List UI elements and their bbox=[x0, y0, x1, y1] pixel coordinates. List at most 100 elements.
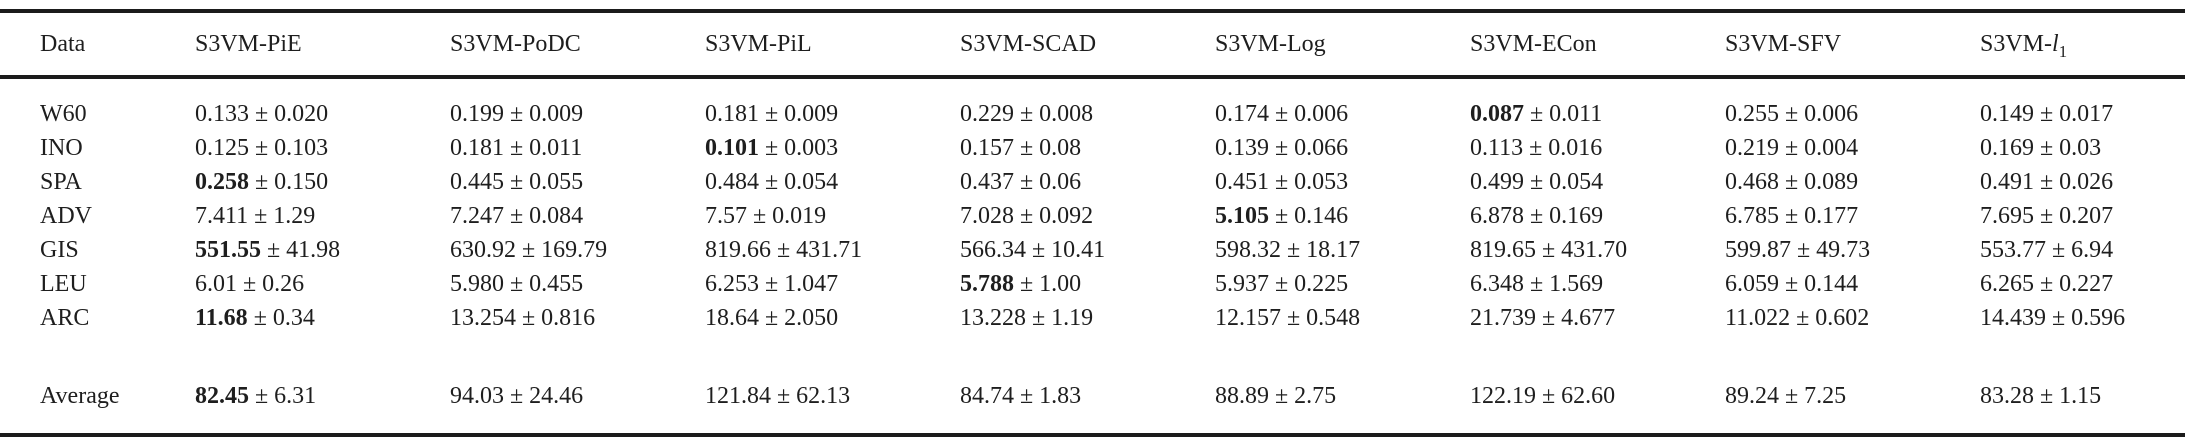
plus-minus-sign: ± bbox=[1524, 202, 1550, 229]
cell-value: 0.437 bbox=[960, 168, 1014, 195]
table-cell: 7.695 ± 0.207 bbox=[1980, 199, 2185, 233]
cell-value: 6.01 bbox=[195, 270, 237, 297]
plus-minus-sign: ± bbox=[1779, 134, 1805, 161]
cell-value: 6.253 bbox=[705, 270, 759, 297]
cell-value: 0.255 bbox=[1725, 100, 1779, 127]
cell-error: 1.29 bbox=[273, 202, 316, 229]
table-cell: 0.445 ± 0.055 bbox=[450, 165, 705, 199]
table-cell: 0.181 ± 0.009 bbox=[705, 77, 960, 131]
table-cell: 598.32 ± 18.17 bbox=[1215, 233, 1470, 267]
plus-minus-sign: ± bbox=[759, 134, 785, 161]
cell-value: 6.878 bbox=[1470, 202, 1524, 229]
cell-error: 0.011 bbox=[1549, 100, 1603, 127]
cell-error: 0.006 bbox=[1804, 100, 1859, 127]
cell-error: 0.008 bbox=[1039, 100, 1094, 127]
cell-error: 24.46 bbox=[529, 382, 584, 409]
cell-value: 0.258 bbox=[195, 168, 249, 195]
cell-error: 0.103 bbox=[274, 134, 329, 161]
cell-value: 94.03 bbox=[450, 382, 504, 409]
table-cell: 819.65 ± 431.70 bbox=[1470, 233, 1725, 267]
cell-value: 0.133 bbox=[195, 100, 249, 127]
column-header: S3VM-l1 bbox=[1980, 11, 2185, 79]
table-cell: 18.64 ± 2.050 bbox=[705, 301, 960, 335]
cell-value: 7.57 bbox=[705, 202, 747, 229]
cell-value: 6.059 bbox=[1725, 270, 1779, 297]
table-cell: 6.348 ± 1.569 bbox=[1470, 267, 1725, 301]
cell-error: 0.084 bbox=[529, 202, 584, 229]
column-header-variable: l bbox=[2052, 30, 2059, 57]
plus-minus-sign: ± bbox=[2034, 202, 2060, 229]
plus-minus-sign: ± bbox=[1536, 304, 1562, 331]
cell-error: 0.016 bbox=[1548, 134, 1603, 161]
table-cell: 0.451 ± 0.053 bbox=[1215, 165, 1470, 199]
cell-error: 1.047 bbox=[784, 270, 839, 297]
table-cell: 0.139 ± 0.066 bbox=[1215, 131, 1470, 165]
table-cell: 0.491 ± 0.026 bbox=[1980, 165, 2185, 199]
cell-value: 6.348 bbox=[1470, 270, 1524, 297]
table-cell: 12.157 ± 0.548 bbox=[1215, 301, 1470, 335]
column-header: S3VM-PiL bbox=[705, 11, 960, 79]
cell-value: 88.89 bbox=[1215, 382, 1269, 409]
plus-minus-sign: ± bbox=[1014, 382, 1040, 409]
table-cell: 11.68 ± 0.34 bbox=[195, 301, 450, 335]
cell-value: 84.74 bbox=[960, 382, 1014, 409]
plus-minus-sign: ± bbox=[249, 168, 275, 195]
cell-error: 0.06 bbox=[1039, 168, 1082, 195]
plus-minus-sign: ± bbox=[247, 304, 273, 331]
cell-value: 0.157 bbox=[960, 134, 1014, 161]
table-cell: 6.059 ± 0.144 bbox=[1725, 267, 1980, 301]
cell-error: 0.596 bbox=[2071, 304, 2126, 331]
plus-minus-sign: ± bbox=[747, 202, 773, 229]
table-row: SPA 0.258 ± 0.150 0.445 ± 0.055 0.484 ± 0.0… bbox=[0, 165, 2185, 199]
cell-error: 0.146 bbox=[1294, 202, 1349, 229]
plus-minus-sign: ± bbox=[759, 270, 785, 297]
header-row: Data S3VM-PiE S3VM-PoDC S3VM-PiL S3VM-SCAD S3… bbox=[0, 11, 2185, 79]
table-cell: 94.03 ± 24.46 bbox=[450, 379, 705, 435]
cell-value: 13.228 bbox=[960, 304, 1026, 331]
spacer-row bbox=[0, 335, 2185, 379]
table-row: LEU 6.01 ± 0.26 5.980 ± 0.455 6.253 ± 1.047… bbox=[0, 267, 2185, 301]
table-cell: 819.66 ± 431.71 bbox=[705, 233, 960, 267]
plus-minus-sign: ± bbox=[2046, 304, 2072, 331]
cell-error: 169.79 bbox=[541, 236, 608, 263]
table-cell: 5.937 ± 0.225 bbox=[1215, 267, 1470, 301]
plus-minus-sign: ± bbox=[1524, 270, 1550, 297]
plus-minus-sign: ± bbox=[1269, 168, 1295, 195]
cell-error: 0.017 bbox=[2059, 100, 2114, 127]
plus-minus-sign: ± bbox=[2034, 270, 2060, 297]
column-header-subscript: 1 bbox=[2058, 41, 2068, 61]
table-cell: 0.199 ± 0.009 bbox=[450, 77, 705, 131]
cell-value: 83.28 bbox=[1980, 382, 2034, 409]
table-cell: 88.89 ± 2.75 bbox=[1215, 379, 1470, 435]
table-cell: 0.499 ± 0.054 bbox=[1470, 165, 1725, 199]
cell-value: 7.247 bbox=[450, 202, 504, 229]
plus-minus-sign: ± bbox=[1026, 304, 1052, 331]
plus-minus-sign: ± bbox=[759, 168, 785, 195]
cell-value: 89.24 bbox=[1725, 382, 1779, 409]
table-cell: 0.101 ± 0.003 bbox=[705, 131, 960, 165]
plus-minus-sign: ± bbox=[2034, 100, 2060, 127]
cell-error: 0.019 bbox=[772, 202, 827, 229]
column-header-prefix: S3VM- bbox=[1980, 30, 2053, 57]
plus-minus-sign: ± bbox=[2046, 236, 2072, 263]
cell-error: 1.569 bbox=[1549, 270, 1604, 297]
data-column-header: Data bbox=[0, 11, 195, 79]
cell-error: 0.054 bbox=[1549, 168, 1604, 195]
cell-value: 0.113 bbox=[1470, 134, 1524, 161]
plus-minus-sign: ± bbox=[1779, 202, 1805, 229]
table-cell: 7.57 ± 0.019 bbox=[705, 199, 960, 233]
plus-minus-sign: ± bbox=[1523, 134, 1549, 161]
plus-minus-sign: ± bbox=[504, 202, 530, 229]
table-cell: 0.149 ± 0.017 bbox=[1980, 77, 2185, 131]
cell-value: 14.439 bbox=[1980, 304, 2046, 331]
cell-error: 0.169 bbox=[1549, 202, 1604, 229]
cell-value: 0.174 bbox=[1215, 100, 1269, 127]
plus-minus-sign: ± bbox=[1269, 100, 1295, 127]
plus-minus-sign: ± bbox=[1536, 236, 1562, 263]
plus-minus-sign: ± bbox=[1779, 270, 1805, 297]
table-cell: 0.174 ± 0.006 bbox=[1215, 77, 1470, 131]
cell-value: 11.022 bbox=[1725, 304, 1791, 331]
cell-value: 0.125 bbox=[195, 134, 249, 161]
cell-value: 5.105 bbox=[1215, 202, 1269, 229]
paper-table-figure: Data S3VM-PiE S3VM-PoDC S3VM-PiL S3VM-SCAD S3… bbox=[0, 9, 2185, 446]
